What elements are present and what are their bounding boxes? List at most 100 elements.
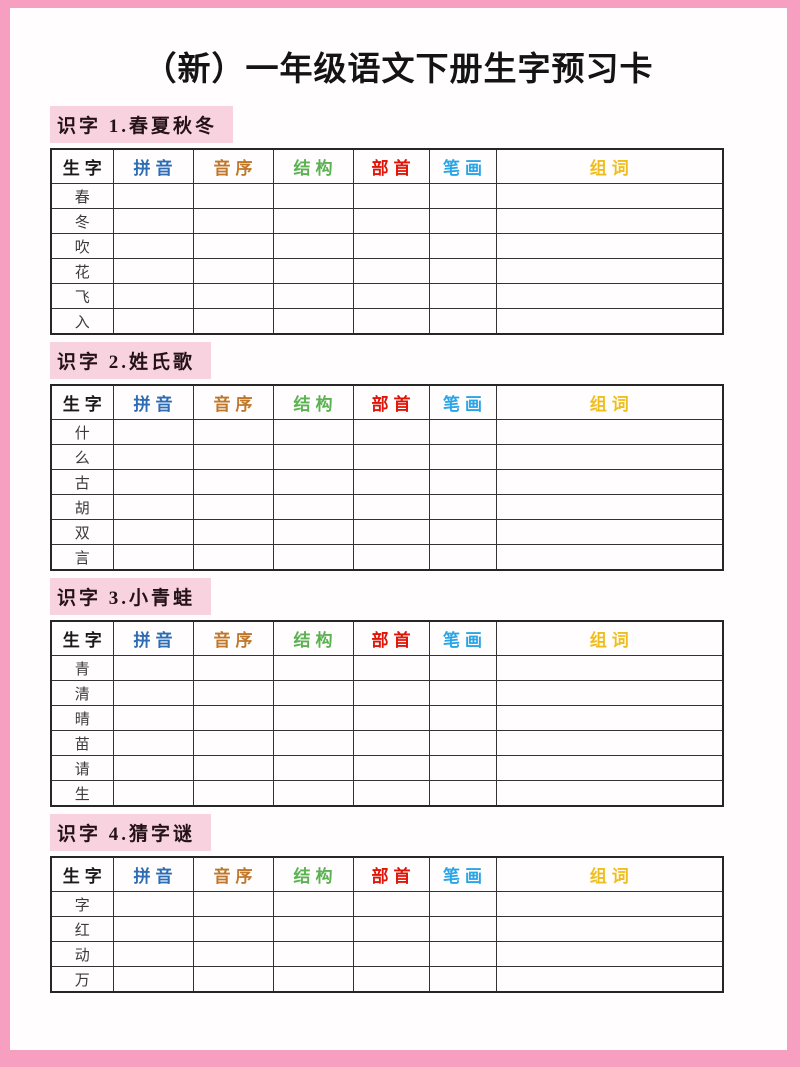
empty-fill-cell [272,183,354,209]
empty-fill-cell [352,469,430,495]
table-row: 晴 [50,705,724,731]
empty-fill-cell [192,544,274,571]
empty-fill-cell [428,233,497,259]
empty-fill-cell [495,519,724,545]
empty-fill-cell [112,544,194,571]
empty-fill-cell [192,891,274,917]
empty-fill-cell [192,705,274,731]
empty-fill-cell [112,208,194,234]
empty-fill-cell [192,780,274,807]
empty-fill-cell [272,655,354,681]
header-row: 生字 拼音 音序 结构 部首 笔画 组词 [50,148,724,184]
table-row: 字 [50,891,724,917]
empty-fill-cell [112,183,194,209]
empty-fill-cell [272,444,354,470]
empty-fill-cell [272,258,354,284]
empty-fill-cell [272,941,354,967]
empty-fill-cell [428,494,497,520]
empty-fill-cell [192,680,274,706]
empty-fill-cell [112,258,194,284]
character-cell: 花 [50,258,114,284]
empty-fill-cell [192,916,274,942]
empty-fill-cell [352,755,430,781]
empty-fill-cell [495,308,724,335]
empty-fill-cell [352,891,430,917]
column-header-7: 组词 [495,384,724,420]
empty-fill-cell [192,419,274,445]
empty-fill-cell [495,941,724,967]
empty-fill-cell [352,916,430,942]
column-header-4: 结构 [272,384,354,420]
lesson-title: 识字 1.春夏秋冬 [50,106,234,143]
worksheet-page: （新）一年级语文下册生字预习卡 识字 1.春夏秋冬 生字 拼音 音序 结构 部首 笔画 组词春… [10,8,787,1050]
empty-fill-cell [272,755,354,781]
character-cell: 春 [50,183,114,209]
empty-fill-cell [352,208,430,234]
column-header-2: 拼音 [112,148,194,184]
empty-fill-cell [272,891,354,917]
sections-container: 识字 1.春夏秋冬 生字 拼音 音序 结构 部首 笔画 组词春冬吹花飞入识字 2.姓氏歌 生字拼… [50,106,724,993]
empty-fill-cell [495,183,724,209]
empty-fill-cell [352,519,430,545]
column-header-1: 生字 [50,620,114,656]
lesson-title: 识字 3.小青蛙 [50,578,212,615]
lesson-section: 识字 3.小青蛙 生字 拼音 音序 结构 部首 笔画 组词青清晴苗请生 [50,578,724,807]
empty-fill-cell [112,494,194,520]
empty-fill-cell [192,208,274,234]
empty-fill-cell [112,966,194,993]
column-header-4: 结构 [272,620,354,656]
empty-fill-cell [112,705,194,731]
empty-fill-cell [112,469,194,495]
character-table: 生字 拼音 音序 结构 部首 笔画 组词春冬吹花飞入 [50,148,724,335]
empty-fill-cell [272,283,354,309]
empty-fill-cell [495,494,724,520]
empty-fill-cell [272,469,354,495]
header-row: 生字 拼音 音序 结构 部首 笔画 组词 [50,620,724,656]
empty-fill-cell [112,916,194,942]
lesson-section: 识字 4.猜字谜 生字 拼音 音序 结构 部首 笔画 组词字红动万 [50,814,724,993]
empty-fill-cell [352,730,430,756]
column-header-5: 部首 [352,384,430,420]
empty-fill-cell [272,544,354,571]
column-header-3: 音序 [192,620,274,656]
column-header-2: 拼音 [112,620,194,656]
empty-fill-cell [192,966,274,993]
empty-fill-cell [352,308,430,335]
character-cell: 冬 [50,208,114,234]
empty-fill-cell [352,680,430,706]
table-row: 万 [50,966,724,993]
character-cell: 苗 [50,730,114,756]
table-row: 生 [50,780,724,807]
character-cell: 飞 [50,283,114,309]
empty-fill-cell [112,283,194,309]
empty-fill-cell [495,780,724,807]
empty-fill-cell [495,444,724,470]
character-table: 生字 拼音 音序 结构 部首 笔画 组词什么古胡双言 [50,384,724,571]
character-cell: 什 [50,419,114,445]
column-header-1: 生字 [50,384,114,420]
empty-fill-cell [112,680,194,706]
empty-fill-cell [112,444,194,470]
empty-fill-cell [352,655,430,681]
column-header-3: 音序 [192,856,274,892]
empty-fill-cell [272,730,354,756]
table-row: 飞 [50,283,724,309]
empty-fill-cell [272,208,354,234]
column-header-2: 拼音 [112,384,194,420]
empty-fill-cell [192,233,274,259]
character-cell: 动 [50,941,114,967]
empty-fill-cell [495,891,724,917]
empty-fill-cell [112,891,194,917]
character-cell: 双 [50,519,114,545]
column-header-4: 结构 [272,856,354,892]
empty-fill-cell [428,519,497,545]
character-cell: 红 [50,916,114,942]
empty-fill-cell [352,966,430,993]
empty-fill-cell [495,916,724,942]
empty-fill-cell [352,444,430,470]
empty-fill-cell [192,941,274,967]
empty-fill-cell [192,183,274,209]
column-header-6: 笔画 [428,384,497,420]
empty-fill-cell [192,258,274,284]
